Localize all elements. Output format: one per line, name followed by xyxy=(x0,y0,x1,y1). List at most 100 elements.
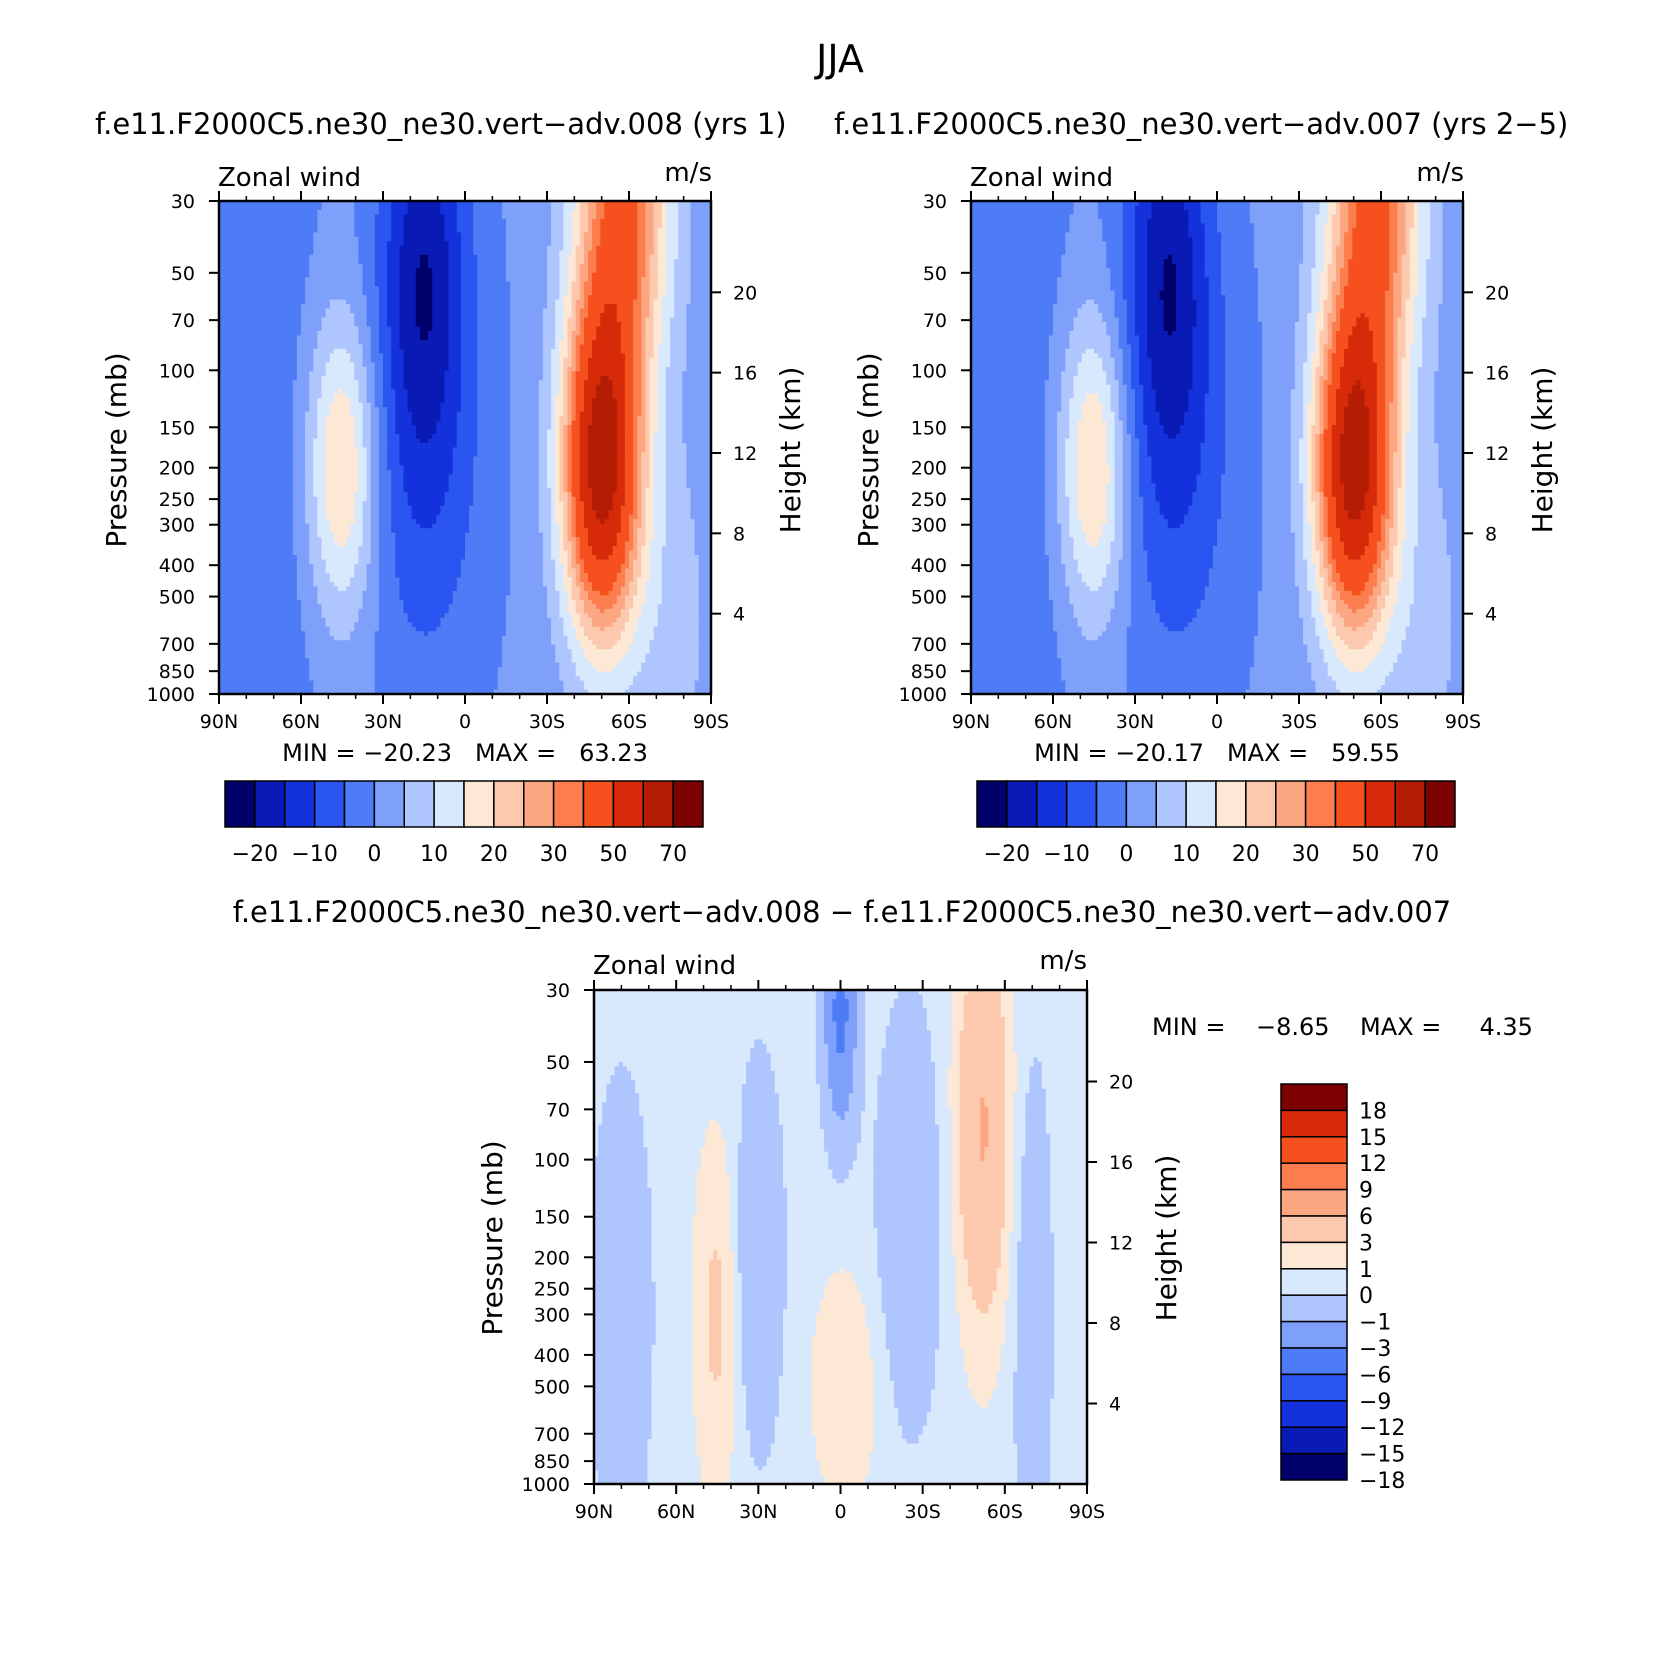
contour-cell xyxy=(1409,425,1419,431)
contour-cell xyxy=(1249,209,1304,216)
contour-cell xyxy=(971,254,1062,260)
contour-cell xyxy=(354,362,364,368)
contour-cell xyxy=(448,353,462,359)
contour-cell xyxy=(1405,501,1419,507)
contour-cell xyxy=(555,438,560,444)
contour-cell xyxy=(649,254,659,260)
contour-cell xyxy=(559,272,569,278)
contour-cell xyxy=(1061,259,1107,265)
contour-cell xyxy=(477,398,511,404)
contour-cell xyxy=(1057,295,1116,301)
contour-cell xyxy=(538,510,552,516)
contour-cell xyxy=(1130,443,1140,449)
contour-cell xyxy=(403,474,450,480)
contour-cell xyxy=(378,438,388,444)
contour-cell xyxy=(391,514,413,520)
contour-cell xyxy=(374,268,388,274)
contour-cell xyxy=(1192,492,1222,498)
contour-cell xyxy=(510,501,540,507)
contour-cell xyxy=(1196,487,1222,493)
contour-cell xyxy=(309,676,376,682)
contour-cell xyxy=(670,357,687,363)
contour-cell xyxy=(588,528,622,534)
contour-cell xyxy=(1290,487,1304,493)
contour-cell xyxy=(1159,416,1185,422)
contour-cell xyxy=(1098,209,1124,216)
contour-cell xyxy=(645,335,655,341)
contour-cell xyxy=(399,272,417,278)
contour-cell xyxy=(1393,456,1403,462)
contour-cell xyxy=(473,250,507,256)
contour-cell xyxy=(477,438,511,444)
contour-cell xyxy=(1307,326,1316,332)
contour-cell xyxy=(1331,223,1341,229)
contour-cell xyxy=(645,371,651,377)
contour-cell xyxy=(551,492,556,498)
contour-cell xyxy=(645,223,655,229)
contour-cell xyxy=(358,335,372,341)
contour-cell xyxy=(1335,299,1345,305)
contour-cell xyxy=(1069,416,1083,422)
contour-cell xyxy=(219,559,298,565)
contour-cell xyxy=(1335,501,1345,507)
contour-cell xyxy=(1188,223,1206,229)
contour-cell xyxy=(1393,375,1398,381)
contour-cell xyxy=(1122,263,1136,269)
contour-cell xyxy=(637,268,646,274)
contour-cell xyxy=(637,263,646,269)
contour-cell xyxy=(378,299,388,305)
contour-cell xyxy=(448,604,507,610)
contour-cell xyxy=(547,474,556,480)
contour-cell xyxy=(395,572,462,579)
contour-cell xyxy=(1294,366,1304,372)
contour-cell xyxy=(1290,438,1300,444)
contour-cell xyxy=(1327,209,1337,216)
contour-cell xyxy=(444,371,462,377)
contour-cell xyxy=(645,339,655,346)
contour-cell xyxy=(313,483,327,489)
contour-cell xyxy=(1143,496,1157,502)
contour-cell xyxy=(1126,411,1136,417)
contour-cell xyxy=(579,366,589,372)
contour-cell xyxy=(1348,339,1374,346)
contour-cell xyxy=(538,474,548,480)
contour-cell xyxy=(292,528,310,534)
contour-cell xyxy=(571,227,581,233)
contour-cell xyxy=(448,241,462,247)
contour-cell xyxy=(325,434,355,440)
contour-cell xyxy=(645,514,655,520)
contour-cell xyxy=(665,402,683,408)
contour-cell xyxy=(588,483,618,489)
contour-cell xyxy=(1065,236,1103,242)
contour-cell xyxy=(547,299,556,305)
contour-cell xyxy=(657,420,667,426)
contour-cell xyxy=(559,667,577,673)
contour-cell xyxy=(1225,344,1263,350)
contour-cell xyxy=(317,416,327,422)
contour-cell xyxy=(477,393,511,399)
contour-cell xyxy=(1327,371,1333,377)
contour-cell xyxy=(641,550,651,556)
contour-cell xyxy=(325,469,359,475)
contour-cell xyxy=(600,519,605,525)
contour-cell xyxy=(1327,398,1337,404)
contour-cell xyxy=(1163,281,1177,287)
contour-cell xyxy=(395,559,462,565)
contour-cell xyxy=(460,375,478,381)
contour-cell xyxy=(1323,371,1329,377)
contour-cell xyxy=(971,402,1046,408)
contour-cell xyxy=(1122,268,1136,274)
contour-cell xyxy=(633,474,638,480)
contour-cell xyxy=(571,653,585,659)
contour-cell xyxy=(563,398,569,404)
contour-cell xyxy=(1163,259,1173,265)
contour-cell xyxy=(1315,438,1321,444)
contour-cell xyxy=(1147,438,1206,444)
contour-cell xyxy=(555,469,560,475)
contour-cell xyxy=(219,469,294,475)
contour-cell xyxy=(1442,245,1464,251)
contour-cell xyxy=(538,492,552,498)
contour-cell xyxy=(1311,357,1321,363)
contour-cell xyxy=(432,326,450,332)
contour-cell xyxy=(510,344,544,350)
